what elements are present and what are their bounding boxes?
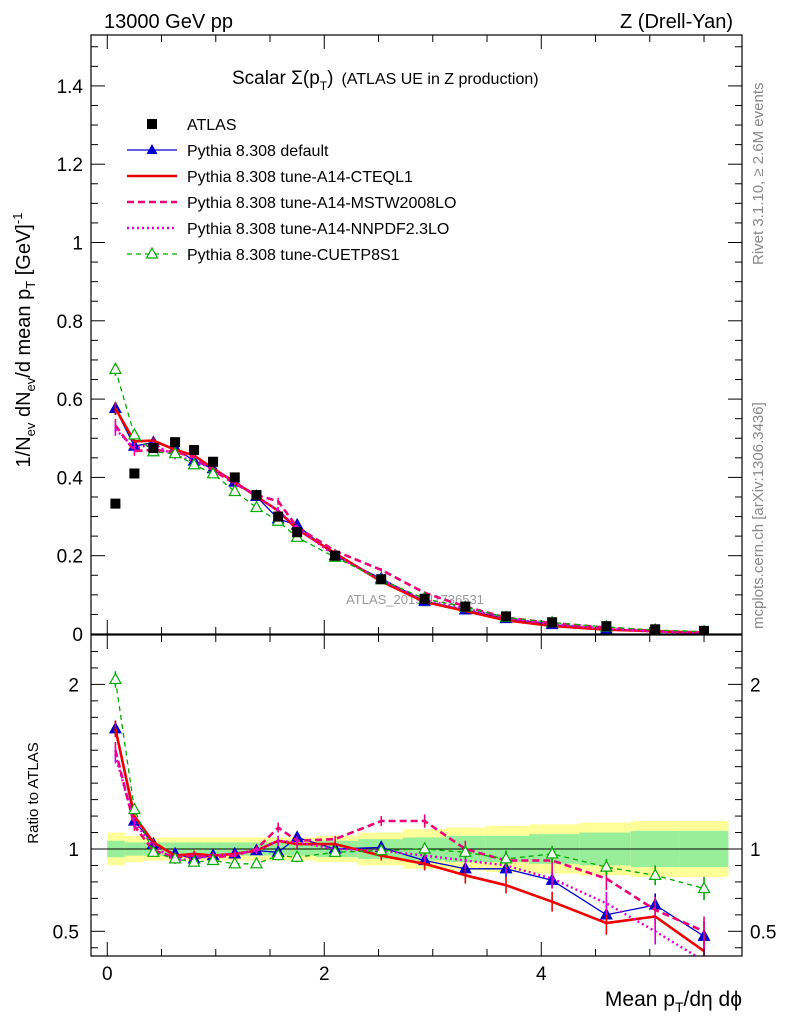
ratio-series-layer xyxy=(108,671,711,956)
y-tick-label: 0.8 xyxy=(57,312,83,333)
ratio-y-tick-label-right: 1 xyxy=(750,840,761,861)
title-main: Scalar Σ(p xyxy=(232,68,320,89)
ratio-point xyxy=(271,848,285,861)
ratio-y-tick-label: 2 xyxy=(68,675,79,696)
ratio-point xyxy=(418,841,432,854)
ratio-point xyxy=(599,859,613,872)
ratio-point xyxy=(458,845,472,857)
y-axis-label-main: 1/Nev dNev/d mean pT [GeV]-1 xyxy=(10,213,38,468)
data-point-atlas xyxy=(419,593,430,604)
ratio-y-tick-label: 1 xyxy=(68,840,79,861)
y-tick-label: 1.4 xyxy=(57,77,84,98)
ratio-point xyxy=(290,849,304,862)
data-point-atlas xyxy=(170,437,181,448)
data-point-atlas xyxy=(148,443,159,454)
y-tick-label: 0.4 xyxy=(57,468,84,489)
ratio-point xyxy=(697,881,711,894)
ratio-point xyxy=(127,802,141,815)
data-point-atlas xyxy=(501,611,512,622)
ratio-point xyxy=(108,672,122,685)
ratio-point xyxy=(249,856,263,869)
ratio-panel: 0.5 0.5 1 1 2 2 0 2 4 Ratio to ATLAS xyxy=(25,634,776,985)
legend: ATLAS Pythia 8.308 default Pythia 8.308 … xyxy=(127,117,456,264)
title-sub: T xyxy=(320,79,328,93)
y-axis-label-ratio: Ratio to ATLAS xyxy=(25,742,42,843)
ratio-frame xyxy=(90,634,743,957)
main-point xyxy=(187,457,201,470)
data-point-atlas xyxy=(251,490,262,501)
ratio-point xyxy=(228,856,242,869)
main-point xyxy=(228,484,242,497)
legend-label-mstw: Pythia 8.308 tune-A14-MSTW2008LO xyxy=(187,195,456,212)
data-point-atlas xyxy=(460,601,471,612)
ratio-point xyxy=(499,851,513,864)
main-data-layer xyxy=(110,437,710,634)
main-point xyxy=(108,362,122,374)
main-axes: 0 0.2 0.4 0.6 0.8 1 1.2 1.4 xyxy=(57,35,742,646)
title-close: ) xyxy=(327,68,333,89)
ratio-point xyxy=(545,846,559,859)
ratio-y-tick-label-right: 0.5 xyxy=(750,922,776,943)
x-tick-label: 0 xyxy=(102,964,113,985)
ratio-point xyxy=(187,854,201,867)
title-desc: (ATLAS UE in Z production) xyxy=(341,71,538,88)
x-axis-label: Mean pT/dη dϕ xyxy=(605,988,742,1015)
ratio-axes: 0.5 0.5 1 1 2 2 0 2 4 xyxy=(53,635,776,985)
legend-label-cuetp8s1: Pythia 8.308 tune-CUETP8S1 xyxy=(187,247,400,264)
legend-label-nnpdf: Pythia 8.308 tune-A14-NNPDF2.3LO xyxy=(187,221,449,238)
watermark: ATLAS_2019_I1736531 xyxy=(346,592,484,607)
data-point-atlas xyxy=(292,527,303,538)
main-panel: ATLAS_2019_I1736531 0 0.2 0.4 0.6 0.8 1 1.2 1.4… xyxy=(10,34,743,646)
main-series-layer xyxy=(108,362,710,634)
ratio-point xyxy=(206,853,220,866)
legend-marker-default xyxy=(146,144,158,154)
data-point-atlas xyxy=(208,456,219,467)
y-tick-label: 0 xyxy=(72,625,83,646)
data-point-atlas xyxy=(189,444,200,455)
main-point xyxy=(249,500,263,513)
header-right: Z (Drell-Yan) xyxy=(620,11,733,33)
rivet-label: Rivet 3.1.10, ≥ 2.6M events xyxy=(750,83,767,266)
data-point-atlas xyxy=(376,574,387,585)
main-series-pythia-8-308-tune-cuetp8s1 xyxy=(114,369,705,633)
ratio-point xyxy=(374,843,388,856)
legend-marker-atlas xyxy=(147,119,157,129)
legend-label-default: Pythia 8.308 default xyxy=(187,143,329,160)
main-point xyxy=(168,446,182,459)
legend-marker-cuetp8s1 xyxy=(145,246,159,259)
main-point xyxy=(127,427,141,440)
y-tick-label: 1 xyxy=(72,233,83,254)
header-left: 13000 GeV pp xyxy=(104,11,233,33)
mcplots-label: mcplots.cern.ch [arXiv:1306.3436] xyxy=(750,402,767,629)
x-tick-label: 4 xyxy=(536,964,547,985)
ratio-point xyxy=(328,845,342,857)
x-tick-label: 2 xyxy=(319,964,330,985)
chart-title: Scalar Σ(pT) (ATLAS UE in Z production) xyxy=(232,68,539,93)
y-tick-label: 0.2 xyxy=(57,547,83,568)
data-point-atlas xyxy=(273,511,284,522)
data-point-atlas xyxy=(650,624,661,634)
ratio-point xyxy=(168,851,182,864)
ratio-point xyxy=(648,868,662,880)
legend-label-atlas: ATLAS xyxy=(187,117,237,134)
data-point-atlas xyxy=(229,472,240,483)
ratio-point xyxy=(146,845,160,857)
ratio-y-tick-label: 0.5 xyxy=(53,922,79,943)
data-point-atlas xyxy=(601,621,612,632)
ratio-y-tick-label-right: 2 xyxy=(750,675,761,696)
data-point-atlas xyxy=(129,468,140,479)
data-point-atlas xyxy=(110,498,121,509)
data-point-atlas xyxy=(547,617,558,628)
main-point xyxy=(206,466,220,479)
data-point-atlas xyxy=(330,550,341,561)
y-tick-label: 0.6 xyxy=(57,390,83,411)
legend-label-cteql1: Pythia 8.308 tune-A14-CTEQL1 xyxy=(187,169,413,186)
main-frame xyxy=(90,34,743,635)
y-tick-label: 1.2 xyxy=(57,155,83,176)
